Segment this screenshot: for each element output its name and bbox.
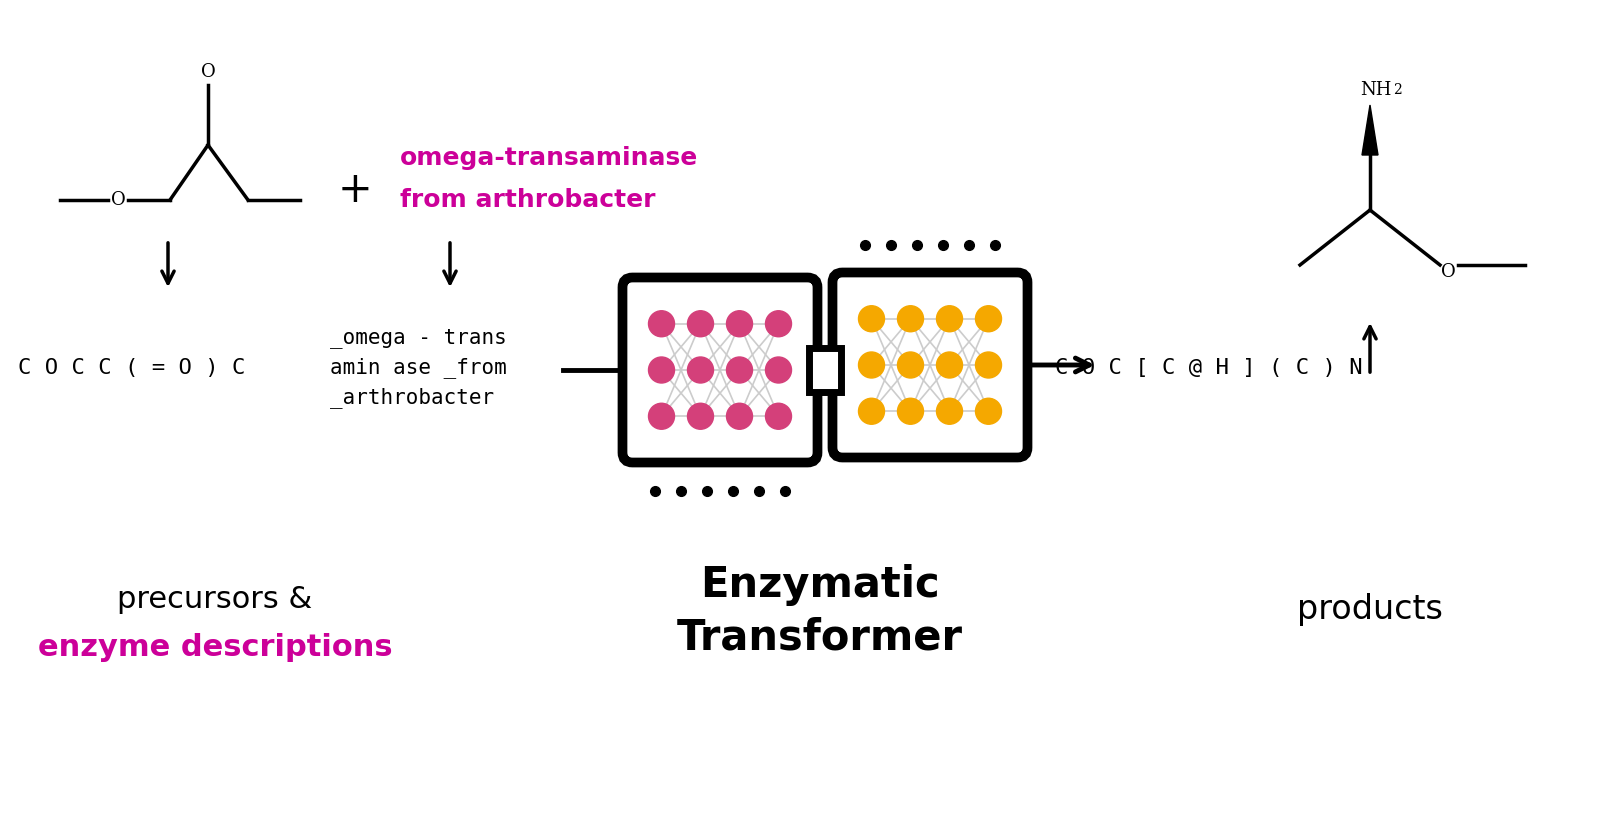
Circle shape — [688, 310, 714, 337]
Circle shape — [897, 352, 923, 378]
FancyBboxPatch shape — [809, 348, 840, 392]
FancyBboxPatch shape — [832, 273, 1027, 458]
Text: C O C [ C @ H ] ( C ) N: C O C [ C @ H ] ( C ) N — [1054, 358, 1362, 378]
Polygon shape — [1362, 105, 1379, 155]
Circle shape — [897, 398, 923, 424]
Text: _arthrobacter: _arthrobacter — [329, 387, 495, 409]
Circle shape — [936, 398, 962, 424]
Text: from arthrobacter: from arthrobacter — [401, 188, 655, 212]
Text: C O C C ( = O ) C: C O C C ( = O ) C — [18, 358, 245, 378]
Circle shape — [936, 305, 962, 332]
FancyBboxPatch shape — [623, 278, 817, 463]
Text: amin ase _from: amin ase _from — [329, 358, 506, 378]
Text: NH: NH — [1359, 81, 1392, 99]
Circle shape — [897, 305, 923, 332]
Circle shape — [649, 403, 675, 429]
Circle shape — [649, 310, 675, 337]
Circle shape — [975, 398, 1001, 424]
Circle shape — [858, 352, 884, 378]
Circle shape — [858, 398, 884, 424]
Circle shape — [727, 403, 753, 429]
Circle shape — [766, 310, 792, 337]
Circle shape — [688, 357, 714, 383]
Text: O: O — [1440, 263, 1455, 281]
Circle shape — [766, 357, 792, 383]
Text: omega-transaminase: omega-transaminase — [401, 146, 697, 170]
Text: +: + — [337, 169, 373, 211]
Text: _omega - trans: _omega - trans — [329, 328, 506, 348]
Text: enzyme descriptions: enzyme descriptions — [37, 634, 393, 663]
Text: Enzymatic: Enzymatic — [701, 564, 939, 606]
Circle shape — [649, 357, 675, 383]
Text: 2: 2 — [1393, 83, 1401, 97]
Circle shape — [727, 310, 753, 337]
Circle shape — [975, 305, 1001, 332]
Text: products: products — [1298, 594, 1444, 627]
Circle shape — [936, 352, 962, 378]
Text: Transformer: Transformer — [676, 617, 963, 659]
Text: precursors &: precursors & — [117, 586, 313, 614]
Circle shape — [688, 403, 714, 429]
Circle shape — [975, 352, 1001, 378]
Circle shape — [727, 357, 753, 383]
Text: O: O — [110, 191, 125, 209]
Text: O: O — [201, 63, 216, 81]
Circle shape — [858, 305, 884, 332]
Circle shape — [766, 403, 792, 429]
